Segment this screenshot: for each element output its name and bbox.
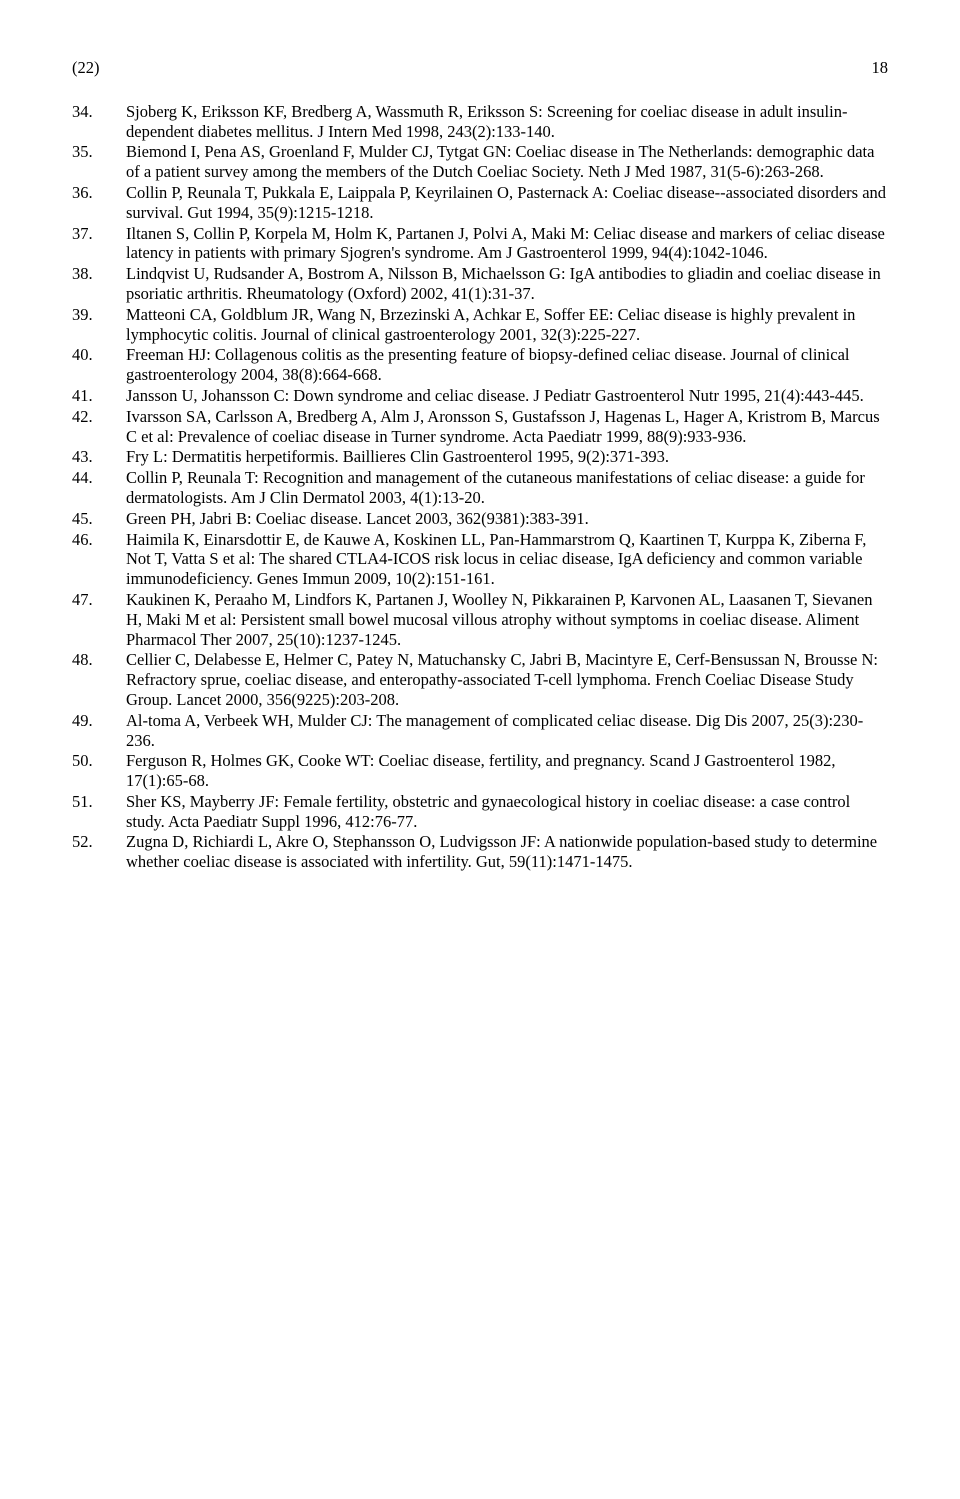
reference-number: 43. [72, 447, 126, 467]
reference-number: 46. [72, 530, 126, 589]
reference-item: 46.Haimila K, Einarsdottir E, de Kauwe A… [72, 530, 888, 590]
reference-text: Cellier C, Delabesse E, Helmer C, Patey … [126, 650, 888, 709]
reference-item: 43.Fry L: Dermatitis herpetiformis. Bail… [72, 447, 888, 468]
reference-item: 51.Sher KS, Mayberry JF: Female fertilit… [72, 792, 888, 833]
reference-number: 41. [72, 386, 126, 406]
reference-number: 49. [72, 711, 126, 751]
reference-item: 38.Lindqvist U, Rudsander A, Bostrom A, … [72, 264, 888, 305]
reference-text: Al-toma A, Verbeek WH, Mulder CJ: The ma… [126, 711, 888, 751]
reference-item: 40.Freeman HJ: Collagenous colitis as th… [72, 345, 888, 386]
reference-text: Ivarsson SA, Carlsson A, Bredberg A, Alm… [126, 407, 888, 447]
reference-item: 36.Collin P, Reunala T, Pukkala E, Laipp… [72, 183, 888, 224]
reference-number: 40. [72, 345, 126, 385]
reference-number: 36. [72, 183, 126, 223]
reference-text: Sjoberg K, Eriksson KF, Bredberg A, Wass… [126, 102, 888, 142]
reference-text: Fry L: Dermatitis herpetiformis. Baillie… [126, 447, 888, 467]
reference-text: Haimila K, Einarsdottir E, de Kauwe A, K… [126, 530, 888, 589]
reference-item: 44.Collin P, Reunala T: Recognition and … [72, 468, 888, 509]
reference-text: Collin P, Reunala T: Recognition and man… [126, 468, 888, 508]
reference-item: 42.Ivarsson SA, Carlsson A, Bredberg A, … [72, 407, 888, 448]
reference-number: 42. [72, 407, 126, 447]
reference-item: 52.Zugna D, Richiardi L, Akre O, Stephan… [72, 832, 888, 873]
reference-item: 47.Kaukinen K, Peraaho M, Lindfors K, Pa… [72, 590, 888, 650]
reference-number: 39. [72, 305, 126, 345]
reference-number: 44. [72, 468, 126, 508]
reference-number: 50. [72, 751, 126, 791]
header-left: (22) [72, 58, 100, 78]
page-header: (22) 18 [72, 58, 888, 78]
reference-text: Green PH, Jabri B: Coeliac disease. Lanc… [126, 509, 888, 529]
reference-number: 52. [72, 832, 126, 872]
reference-number: 34. [72, 102, 126, 142]
reference-item: 45.Green PH, Jabri B: Coeliac disease. L… [72, 509, 888, 530]
reference-number: 35. [72, 142, 126, 182]
reference-text: Jansson U, Johansson C: Down syndrome an… [126, 386, 888, 406]
reference-text: Collin P, Reunala T, Pukkala E, Laippala… [126, 183, 888, 223]
reference-item: 50.Ferguson R, Holmes GK, Cooke WT: Coel… [72, 751, 888, 792]
reference-item: 35.Biemond I, Pena AS, Groenland F, Muld… [72, 142, 888, 183]
reference-item: 49.Al-toma A, Verbeek WH, Mulder CJ: The… [72, 711, 888, 752]
reference-item: 37.Iltanen S, Collin P, Korpela M, Holm … [72, 224, 888, 265]
reference-number: 47. [72, 590, 126, 649]
reference-number: 37. [72, 224, 126, 264]
reference-number: 48. [72, 650, 126, 709]
reference-text: Freeman HJ: Collagenous colitis as the p… [126, 345, 888, 385]
reference-text: Lindqvist U, Rudsander A, Bostrom A, Nil… [126, 264, 888, 304]
reference-number: 38. [72, 264, 126, 304]
reference-text: Iltanen S, Collin P, Korpela M, Holm K, … [126, 224, 888, 264]
reference-text: Sher KS, Mayberry JF: Female fertility, … [126, 792, 888, 832]
reference-text: Biemond I, Pena AS, Groenland F, Mulder … [126, 142, 888, 182]
header-right: 18 [872, 58, 889, 78]
reference-text: Ferguson R, Holmes GK, Cooke WT: Coeliac… [126, 751, 888, 791]
reference-item: 48.Cellier C, Delabesse E, Helmer C, Pat… [72, 650, 888, 710]
reference-item: 41.Jansson U, Johansson C: Down syndrome… [72, 386, 888, 407]
reference-list: 34.Sjoberg K, Eriksson KF, Bredberg A, W… [72, 102, 888, 873]
reference-text: Matteoni CA, Goldblum JR, Wang N, Brzezi… [126, 305, 888, 345]
reference-number: 45. [72, 509, 126, 529]
reference-text: Zugna D, Richiardi L, Akre O, Stephansso… [126, 832, 888, 872]
reference-text: Kaukinen K, Peraaho M, Lindfors K, Parta… [126, 590, 888, 649]
reference-number: 51. [72, 792, 126, 832]
reference-item: 34.Sjoberg K, Eriksson KF, Bredberg A, W… [72, 102, 888, 143]
reference-item: 39.Matteoni CA, Goldblum JR, Wang N, Brz… [72, 305, 888, 346]
